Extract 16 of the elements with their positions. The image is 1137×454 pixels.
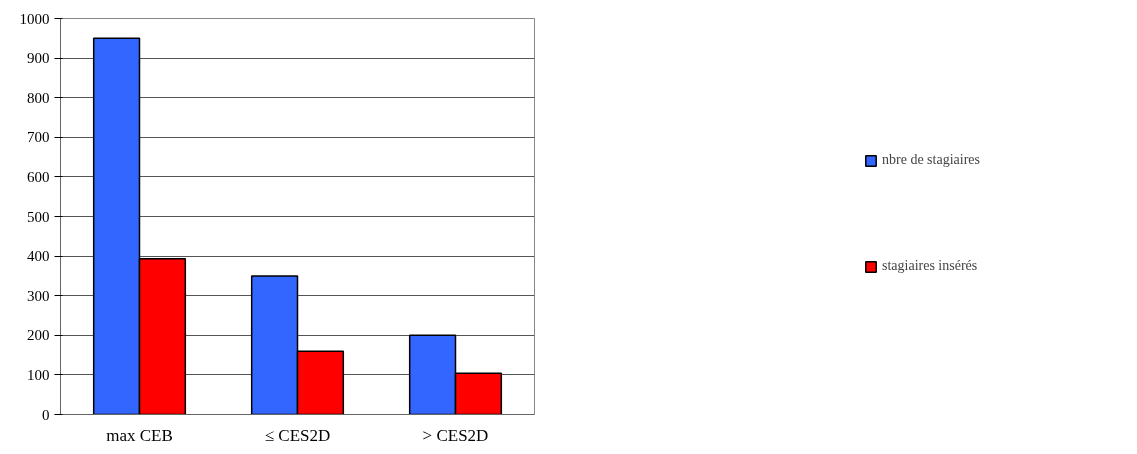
y-tick-label: 500	[27, 208, 50, 225]
y-tick-label: 900	[27, 50, 50, 67]
y-tick-label: 600	[27, 168, 50, 185]
x-tick-label: ≤ CES2D	[264, 425, 331, 445]
y-tick-label: 200	[27, 327, 50, 344]
y-tick-label: 800	[27, 89, 50, 106]
y-tick-label: 700	[27, 129, 50, 146]
y-tick-label: 300	[27, 287, 50, 304]
x-tick-label: max CEB	[106, 425, 173, 445]
y-tick-label: 0	[42, 406, 50, 423]
legend-label: stagiaires insérés	[882, 258, 978, 274]
y-tick-label: 400	[27, 248, 50, 265]
x-tick-label: > CES2D	[422, 425, 489, 445]
y-tick-label: 100	[27, 366, 50, 383]
legend-label: nbre de stagiaires	[882, 152, 980, 168]
y-tick-label: 1000	[19, 10, 50, 27]
